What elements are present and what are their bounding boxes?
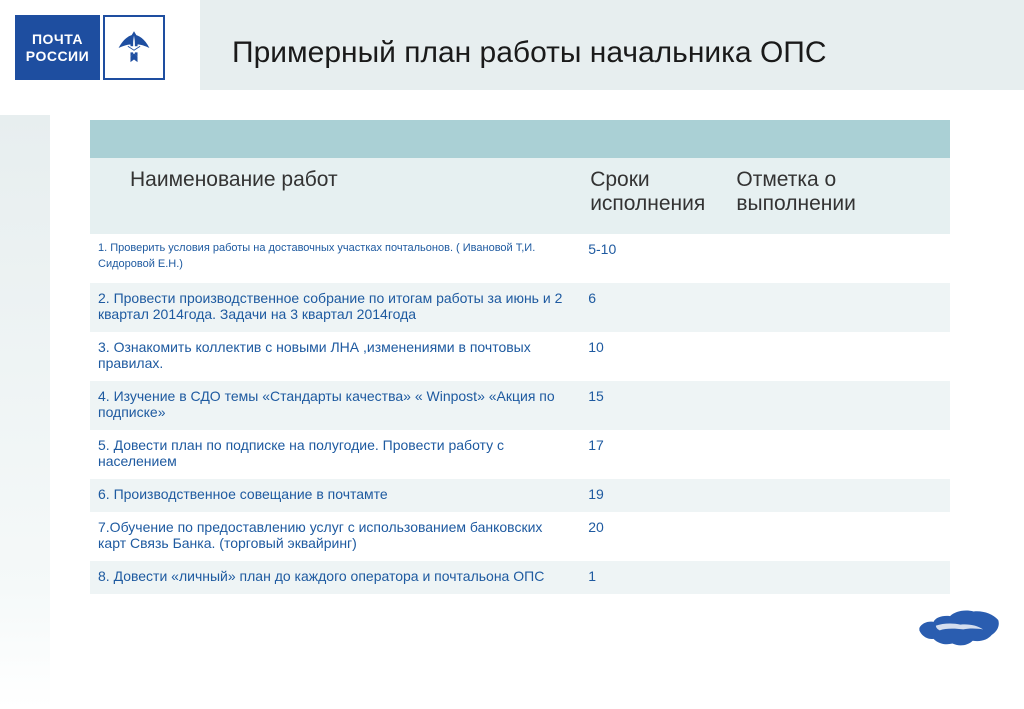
cell-mark bbox=[726, 561, 950, 594]
cell-mark bbox=[726, 283, 950, 332]
eagle-icon bbox=[103, 15, 165, 80]
cell-term: 19 bbox=[580, 479, 726, 512]
cell-mark bbox=[726, 332, 950, 381]
cell-name: 3. Ознакомить коллектив с новыми ЛНА ,из… bbox=[90, 332, 580, 381]
cell-term: 10 bbox=[580, 332, 726, 381]
cell-mark bbox=[726, 430, 950, 479]
cell-mark bbox=[726, 512, 950, 561]
cell-mark bbox=[726, 381, 950, 430]
left-gradient bbox=[0, 115, 50, 709]
table-row: 4. Изучение в СДО темы «Стандарты качест… bbox=[90, 381, 950, 430]
table-row: 5. Довести план по подписке на полугодие… bbox=[90, 430, 950, 479]
cell-name: 4. Изучение в СДО темы «Стандарты качест… bbox=[90, 381, 580, 430]
cell-term: 15 bbox=[580, 381, 726, 430]
cell-term: 6 bbox=[580, 283, 726, 332]
table-row: 7.Обучение по предоставлению услуг с исп… bbox=[90, 512, 950, 561]
cell-name: 5. Довести план по подписке на полугодие… bbox=[90, 430, 580, 479]
cell-mark bbox=[726, 479, 950, 512]
table-row: 8. Довести «личный» план до каждого опер… bbox=[90, 561, 950, 594]
logo-line-1: ПОЧТА bbox=[32, 31, 83, 48]
cell-name: 7.Обучение по предоставлению услуг с исп… bbox=[90, 512, 580, 561]
col-header-name: Наименование работ bbox=[90, 158, 580, 234]
page-title: Примерный план работы начальника ОПС bbox=[232, 36, 827, 70]
logo-text: ПОЧТА РОССИИ bbox=[15, 15, 100, 80]
cell-name: 1. Проверить условия работы на доставочн… bbox=[90, 234, 580, 283]
cell-mark bbox=[726, 234, 950, 283]
table-body: 1. Проверить условия работы на доставочн… bbox=[90, 234, 950, 594]
logo: ПОЧТА РОССИИ bbox=[15, 15, 165, 80]
plan-table-container: Наименование работ Сроки исполнения Отме… bbox=[90, 120, 950, 594]
table-row: 1. Проверить условия работы на доставочн… bbox=[90, 234, 950, 283]
table-row: 6. Производственное совещание в почтамте… bbox=[90, 479, 950, 512]
cell-name: 8. Довести «личный» план до каждого опер… bbox=[90, 561, 580, 594]
cell-term: 17 bbox=[580, 430, 726, 479]
plan-table: Наименование работ Сроки исполнения Отме… bbox=[90, 120, 950, 594]
table-header-row: Наименование работ Сроки исполнения Отме… bbox=[90, 158, 950, 234]
col-header-mark: Отметка о выполнении bbox=[726, 158, 950, 234]
table-spacer-row bbox=[90, 120, 950, 158]
russia-map-icon bbox=[917, 602, 1002, 647]
cell-term: 20 bbox=[580, 512, 726, 561]
col-header-term: Сроки исполнения bbox=[580, 158, 726, 234]
cell-term: 1 bbox=[580, 561, 726, 594]
table-row: 3. Ознакомить коллектив с новыми ЛНА ,из… bbox=[90, 332, 950, 381]
cell-name: 2. Провести производственное собрание по… bbox=[90, 283, 580, 332]
logo-line-2: РОССИИ bbox=[26, 48, 89, 65]
cell-name: 6. Производственное совещание в почтамте bbox=[90, 479, 580, 512]
cell-term: 5-10 bbox=[580, 234, 726, 283]
table-row: 2. Провести производственное собрание по… bbox=[90, 283, 950, 332]
